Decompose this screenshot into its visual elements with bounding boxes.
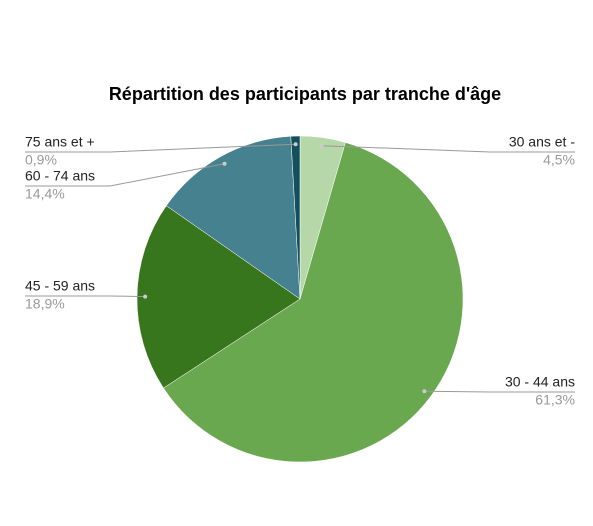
leader-line xyxy=(424,390,575,393)
slice-label: 60 - 74 ans xyxy=(25,168,95,184)
chart-title: Répartition des participants par tranche… xyxy=(109,84,501,104)
slice-value-label: 14,4% xyxy=(25,186,65,202)
pie-slice xyxy=(290,135,301,300)
leader-line xyxy=(25,143,296,153)
leader-dot xyxy=(293,142,298,147)
slice-value-label: 4,5% xyxy=(543,152,575,168)
slice-value-label: 0,9% xyxy=(25,152,57,168)
slice-label: 30 - 44 ans xyxy=(505,374,575,390)
slice-value-label: 18,9% xyxy=(25,296,65,312)
slice-value-label: 61,3% xyxy=(535,392,575,408)
leader-dot xyxy=(222,161,227,166)
leader-dot xyxy=(143,294,148,299)
leader-line xyxy=(25,163,225,187)
leader-line xyxy=(25,295,146,298)
slice-label: 75 ans et + xyxy=(25,134,95,150)
leader-line xyxy=(321,145,575,153)
leader-dot xyxy=(319,143,324,148)
pie-slice xyxy=(165,135,301,300)
slice-label: 45 - 59 ans xyxy=(25,278,95,294)
leader-dot xyxy=(422,389,427,394)
slice-label: 30 ans et - xyxy=(509,134,575,150)
pie-slice xyxy=(163,142,464,463)
